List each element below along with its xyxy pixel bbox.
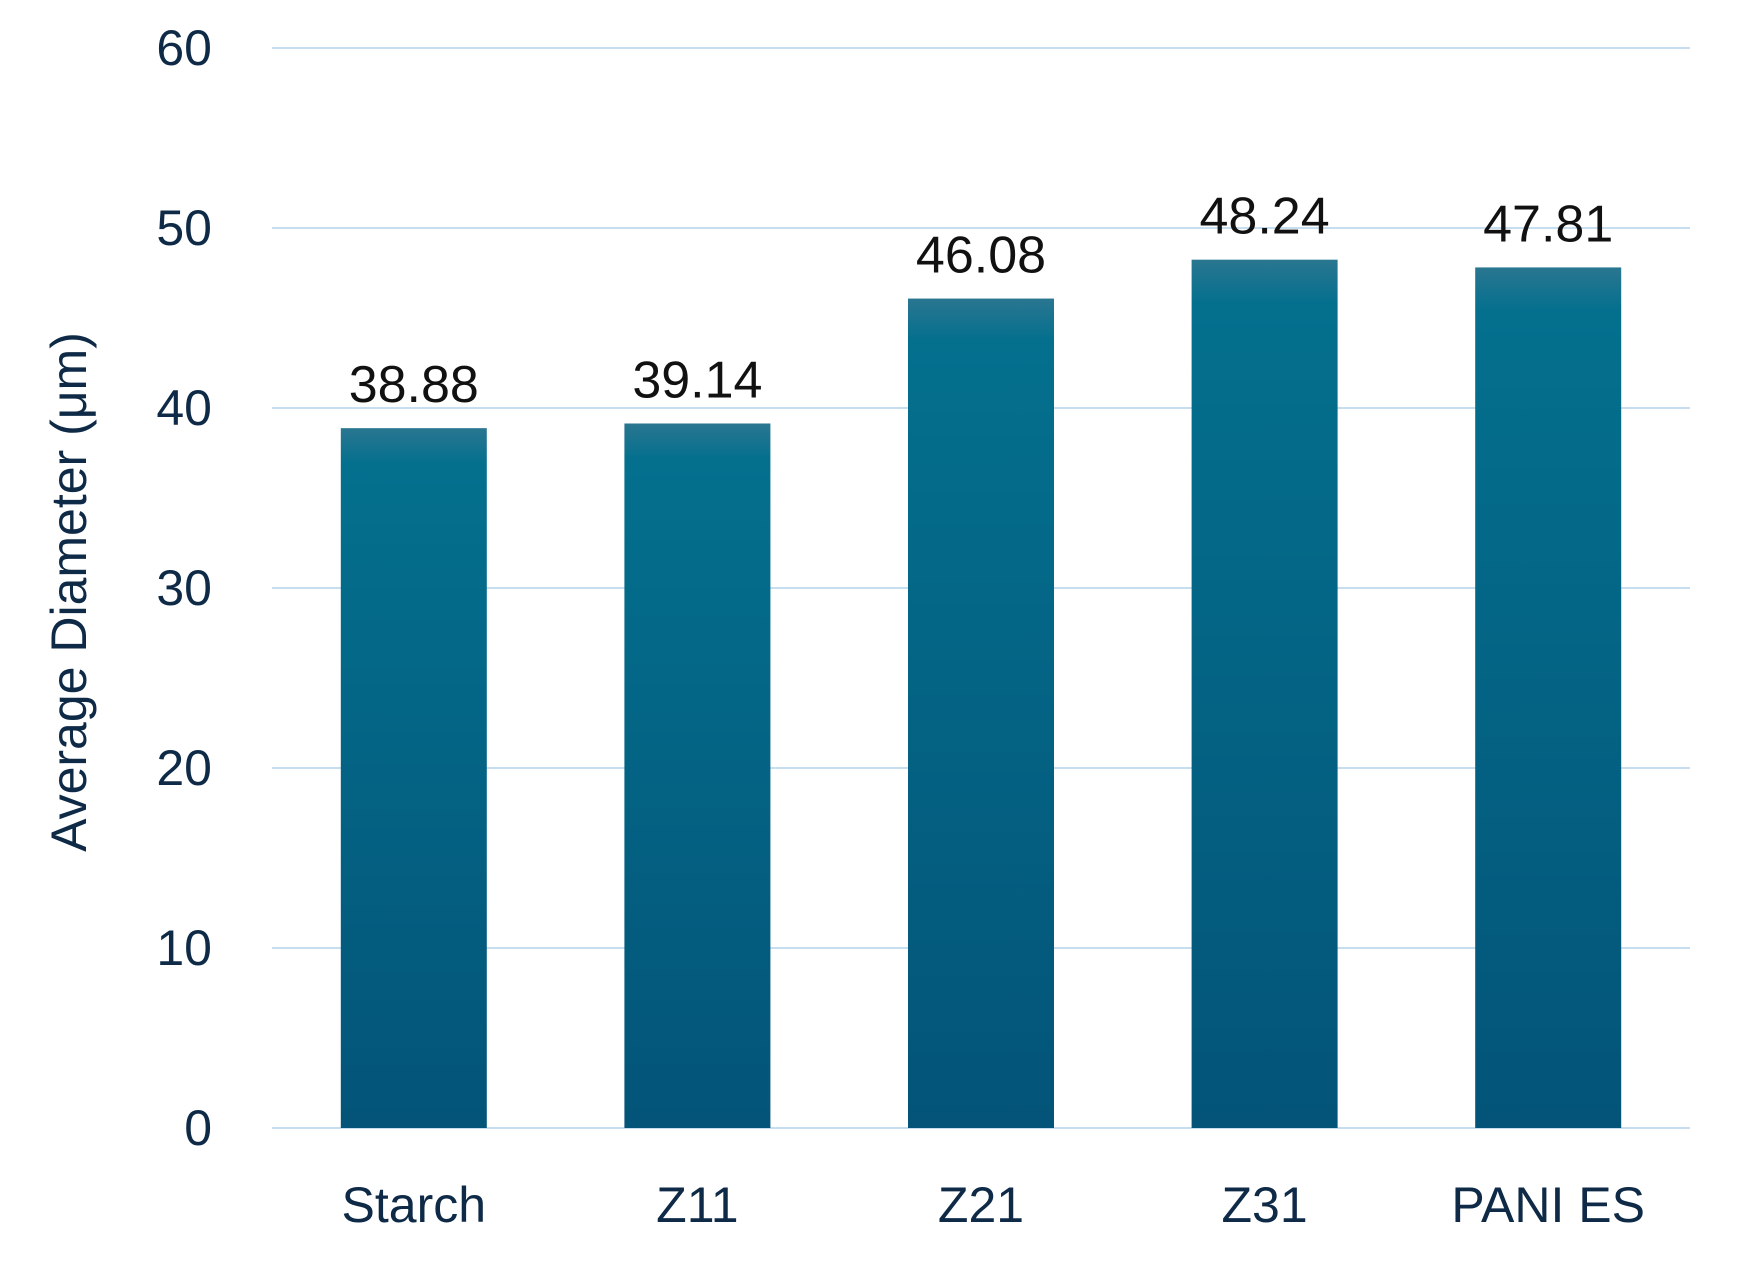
y-tick-label: 10 (156, 920, 212, 976)
y-axis-ticks: 0 10 20 30 40 50 60 (156, 20, 212, 1156)
y-tick-label: 30 (156, 560, 212, 616)
y-tick-label: 50 (156, 200, 212, 256)
x-tick-label: Starch (342, 1177, 487, 1233)
x-axis-categories: Starch Z11 Z21 Z31 PANI ES (342, 1177, 1645, 1233)
x-tick-label: Z31 (1222, 1177, 1308, 1233)
y-tick-label: 60 (156, 20, 212, 76)
y-tick-label: 40 (156, 380, 212, 436)
data-label: 46.08 (916, 227, 1046, 285)
data-label: 38.88 (349, 356, 479, 414)
y-tick-label: 20 (156, 740, 212, 796)
y-tick-label: 0 (184, 1100, 212, 1156)
data-label: 39.14 (632, 351, 762, 409)
bar-z21 (908, 298, 1054, 1128)
x-tick-label: Z21 (938, 1177, 1024, 1233)
bar-z11 (624, 423, 771, 1129)
bars (340, 259, 1622, 1129)
data-label: 48.24 (1200, 188, 1330, 246)
x-tick-label: PANI ES (1451, 1177, 1645, 1233)
x-tick-label: Z11 (656, 1177, 738, 1233)
data-labels: 38.88 39.14 46.08 48.24 47.81 (349, 188, 1614, 414)
bar-z31 (1191, 259, 1338, 1128)
bar-starch (340, 428, 487, 1128)
bar-pani-es (1475, 267, 1622, 1128)
data-label: 47.81 (1483, 195, 1613, 253)
y-axis-title: Average Diameter (μm) (41, 332, 97, 852)
